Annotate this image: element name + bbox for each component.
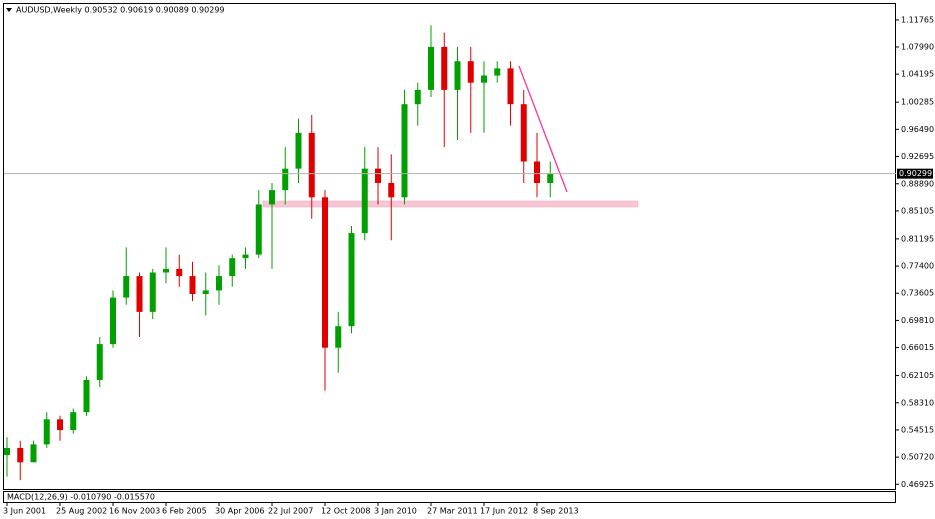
candle-body xyxy=(494,68,501,76)
x-tick-label: 3 Jun 2001 xyxy=(3,507,46,516)
candle-body xyxy=(375,168,381,183)
x-tick-label: 8 Sep 2013 xyxy=(533,507,579,516)
x-tick-label: 6 Feb 2005 xyxy=(162,507,207,516)
y-tick-label: 0.88890 xyxy=(901,179,934,188)
candle-body xyxy=(189,276,196,294)
x-tick-label: 16 Nov 2003 xyxy=(109,507,160,516)
y-tick-label: 0.46925 xyxy=(901,480,934,489)
candle-body xyxy=(149,272,156,312)
candle-body xyxy=(388,182,395,198)
candle-body xyxy=(308,132,315,198)
y-tick-label: 0.69810 xyxy=(901,316,934,325)
y-tick-label: 1.00285 xyxy=(901,98,934,107)
candle-body xyxy=(269,190,275,205)
x-tick-label: 25 Aug 2002 xyxy=(56,507,107,516)
candle-body xyxy=(348,233,355,327)
y-tick-label: 0.62105 xyxy=(901,371,934,380)
y-tick-label: 0.50720 xyxy=(901,453,934,462)
candle-body xyxy=(110,297,116,345)
candle-body xyxy=(481,75,487,83)
menu-icon xyxy=(6,8,12,12)
candle-body xyxy=(467,61,474,83)
candle-body xyxy=(83,379,90,413)
candle-body xyxy=(216,276,222,291)
x-tick-label: 27 Mar 2011 xyxy=(427,507,478,516)
x-tick-label: 17 Jun 2012 xyxy=(480,507,528,516)
y-tick-label: 0.58310 xyxy=(901,398,934,407)
candle-body xyxy=(4,447,10,456)
x-tick-label: 3 Jan 2010 xyxy=(374,507,417,516)
candle-body xyxy=(547,173,554,183)
candle-body xyxy=(335,326,342,348)
y-tick-label: 1.07990 xyxy=(901,42,934,51)
main-panel xyxy=(3,3,896,490)
y-tick-label: 0.92695 xyxy=(901,152,934,161)
candle-body xyxy=(17,447,24,463)
indicator-panel xyxy=(3,491,896,503)
support-zone xyxy=(262,200,639,208)
candle-body xyxy=(255,204,262,255)
candle-body xyxy=(282,168,289,191)
y-tick-label: 0.54515 xyxy=(901,425,934,434)
last-price-box xyxy=(897,168,933,179)
candle-body xyxy=(361,168,368,234)
candle-body xyxy=(96,344,103,380)
candle-body xyxy=(295,132,302,169)
candle-body xyxy=(163,268,169,273)
y-tick-label: 1.11765 xyxy=(901,15,934,24)
candle-body xyxy=(242,254,249,259)
y-tick-label: 0.81195 xyxy=(901,234,934,243)
candle-body xyxy=(30,444,37,463)
candle-body xyxy=(43,419,50,445)
candle-body xyxy=(123,276,130,298)
candle-body xyxy=(176,268,183,277)
indicator-label: MACD(12,26,9) -0.010790 -0.015570 xyxy=(7,493,155,502)
candle-body xyxy=(202,290,209,294)
candle-body xyxy=(401,104,408,198)
candle-body xyxy=(454,61,461,90)
chart-title: AUDUSD,Weekly 0.90532 0.90619 0.90089 0.… xyxy=(16,6,225,15)
candle-body xyxy=(322,197,328,348)
x-tick-label: 12 Oct 2008 xyxy=(321,507,370,516)
candle-body xyxy=(70,412,77,431)
candle-body xyxy=(534,161,540,183)
candle-body xyxy=(414,89,421,105)
candle-body xyxy=(136,276,143,312)
x-tick-label: 22 Jul 2007 xyxy=(268,507,313,516)
candle-body xyxy=(520,104,527,162)
candle-body xyxy=(441,46,448,90)
y-tick-label: 0.66015 xyxy=(901,343,934,352)
candle-body xyxy=(507,68,514,105)
candle-body xyxy=(57,419,63,431)
x-tick-label: 30 Apr 2006 xyxy=(215,507,264,516)
candle-body xyxy=(229,258,236,277)
y-tick-label: 1.04195 xyxy=(901,70,934,79)
y-tick-label: 0.73605 xyxy=(901,289,934,298)
y-tick-label: 0.85105 xyxy=(901,206,934,215)
y-tick-label: 0.96490 xyxy=(901,125,934,134)
trend-line xyxy=(518,65,568,193)
y-tick-label: 0.77400 xyxy=(901,262,934,271)
last-price-label: 0.90299 xyxy=(899,169,932,178)
candle-body xyxy=(428,46,434,90)
